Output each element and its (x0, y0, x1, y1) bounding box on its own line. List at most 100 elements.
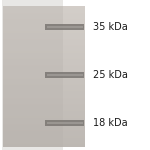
Bar (0, 147, 87, 150)
Bar (2, 42, 85, 44)
Bar (2, 5, 85, 6)
Bar (2, 122, 85, 124)
Bar (2, 45, 85, 46)
Bar (2, 66, 85, 68)
Bar (2, 90, 85, 91)
Bar (2, 52, 85, 54)
Bar (2, 117, 85, 119)
Bar (2, 123, 85, 125)
Bar (2, 0, 85, 1)
Bar (2, 105, 85, 106)
Bar (2, 93, 85, 95)
Bar (2, 118, 85, 120)
Bar (2, 72, 85, 74)
Bar (2, 2, 85, 4)
Bar (2, 12, 85, 14)
Bar (2, 77, 85, 79)
Bar (2, 87, 85, 89)
Bar (2, 146, 85, 147)
Bar (2, 148, 85, 150)
Bar (2, 82, 85, 84)
Bar (2, 60, 85, 61)
Bar (2, 100, 85, 101)
Bar (2, 140, 85, 141)
Bar (2, 85, 85, 86)
Bar (2, 58, 85, 60)
Bar (2, 96, 85, 98)
Bar (2, 65, 85, 66)
Bar (2, 147, 85, 149)
Bar (45, 24, 84, 30)
Bar (2, 14, 85, 15)
Bar (2, 81, 85, 82)
Bar (2, 74, 85, 75)
Bar (2, 20, 85, 21)
Bar (2, 88, 85, 90)
Bar (2, 3, 85, 5)
Bar (2, 50, 85, 51)
Bar (2, 16, 85, 18)
Bar (2, 32, 85, 34)
Bar (2, 97, 85, 99)
Bar (2, 107, 85, 109)
Bar (2, 62, 85, 64)
Bar (2, 41, 85, 42)
Bar (2, 27, 85, 29)
Bar (2, 86, 85, 87)
Bar (2, 57, 85, 59)
Bar (2, 76, 85, 78)
Bar (2, 145, 85, 146)
Bar (2, 75, 85, 76)
Bar (2, 0, 63, 150)
Bar (2, 56, 85, 57)
Bar (2, 38, 85, 40)
Bar (2, 30, 85, 31)
Bar (2, 135, 85, 136)
Bar (2, 141, 85, 142)
Bar (2, 36, 85, 38)
Bar (2, 125, 85, 126)
Bar (2, 1, 85, 3)
Bar (2, 83, 85, 85)
Bar (2, 110, 85, 111)
Bar (2, 80, 85, 81)
Bar (2, 116, 85, 117)
Bar (46, 26, 82, 28)
Bar (2, 102, 85, 104)
Bar (2, 111, 85, 112)
Bar (2, 7, 85, 9)
Bar (2, 127, 85, 129)
Text: 35 kDa: 35 kDa (93, 22, 128, 32)
Bar (2, 8, 85, 10)
Bar (2, 23, 85, 25)
Bar (2, 120, 85, 121)
Bar (2, 11, 85, 12)
Bar (2, 101, 85, 102)
Bar (2, 121, 85, 123)
Bar (0, 0, 87, 6)
Bar (2, 53, 85, 55)
Bar (2, 132, 85, 134)
Bar (2, 131, 85, 132)
Bar (2, 113, 85, 115)
Bar (2, 115, 85, 116)
Bar (2, 128, 85, 130)
Bar (2, 61, 85, 63)
Bar (2, 138, 85, 140)
Bar (2, 112, 85, 114)
Bar (2, 35, 85, 36)
Bar (2, 137, 85, 139)
Bar (2, 126, 85, 128)
Bar (2, 136, 85, 138)
Bar (46, 74, 82, 76)
Bar (2, 47, 85, 49)
Bar (2, 91, 85, 93)
Bar (2, 28, 85, 30)
Bar (2, 48, 85, 50)
Bar (46, 122, 82, 124)
Bar (2, 22, 85, 24)
Bar (2, 70, 85, 71)
Bar (2, 25, 85, 26)
Bar (2, 17, 85, 19)
Bar (2, 106, 85, 108)
